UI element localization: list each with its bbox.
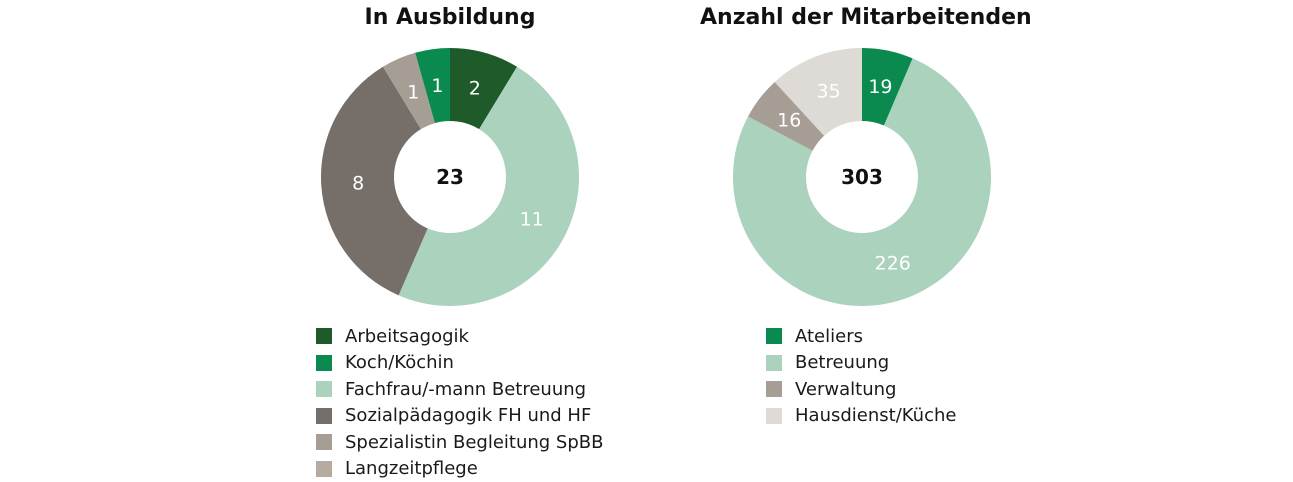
legend-item: Koch/Köchin <box>316 350 603 377</box>
slice-value-label: 226 <box>875 253 911 275</box>
chart-title: In Ausbildung <box>364 5 536 30</box>
donut-slice <box>774 47 862 136</box>
slice-value-label: 19 <box>868 76 892 98</box>
legend-item: Sozialpädagogik FH und HF <box>316 403 603 430</box>
legend-swatch <box>316 381 332 398</box>
legend-label: Fachfrau/-mann Betreuung <box>345 378 587 400</box>
donut-chart: 2 11 8 1 1 23 <box>321 48 579 306</box>
legend-item: Ateliers <box>766 323 956 350</box>
slice-value-label: 35 <box>817 80 841 102</box>
donut-chart: 19 226 16 35 303 <box>733 47 991 306</box>
legend-swatch <box>316 407 332 424</box>
legend-item: Spezialistin Begleitung SpBB <box>316 429 603 456</box>
legend-item: Verwaltung <box>766 376 956 403</box>
donut-slice <box>733 58 991 306</box>
legend-swatch <box>316 328 332 345</box>
legend-item: Arbeitsagogik <box>316 323 603 350</box>
legend-label: Ateliers <box>795 325 863 347</box>
slice-value-label: 1 <box>407 82 419 104</box>
donut-slice <box>450 48 518 130</box>
donut-slice <box>382 52 435 130</box>
slice-value-label: 11 <box>520 208 544 230</box>
legend-label: Koch/Köchin <box>345 352 454 374</box>
legend-item: Hausdienst/Küche <box>766 403 956 430</box>
donut-slice <box>748 81 825 151</box>
legend-label: Sozialpädagogik FH und HF <box>345 405 592 427</box>
chart-legend: Ateliers Betreuung Verwaltung Hausdienst/Kü… <box>766 323 956 429</box>
legend-swatch <box>766 381 782 398</box>
legend-swatch <box>316 460 332 477</box>
legend-swatch <box>316 434 332 451</box>
center-total-label: 23 <box>436 165 464 189</box>
chart-legend: Arbeitsagogik Koch/Köchin Fachfrau/-mann B… <box>316 323 603 482</box>
donut-slice <box>862 48 913 126</box>
donut-slice <box>415 48 450 124</box>
donut-slice <box>321 66 428 296</box>
legend-label: Spezialistin Begleitung SpBB <box>345 431 604 453</box>
legend-item: Fachfrau/-mann Betreuung <box>316 376 603 403</box>
legend-label: Arbeitsagogik <box>345 325 469 347</box>
legend-item: Langzeitpflege <box>316 456 603 482</box>
legend-swatch <box>766 328 782 345</box>
legend-item: Betreuung <box>766 350 956 377</box>
legend-swatch <box>316 354 332 371</box>
legend-swatch <box>766 407 782 424</box>
donut-slice <box>398 66 579 306</box>
center-total-label: 303 <box>841 165 883 189</box>
legend-label: Betreuung <box>795 352 890 374</box>
legend-label: Langzeitpflege <box>345 458 478 480</box>
slice-value-label: 2 <box>469 77 481 99</box>
slice-value-label: 1 <box>431 75 443 97</box>
legend-label: Verwaltung <box>795 378 897 400</box>
slice-value-label: 8 <box>352 172 364 194</box>
slice-value-label: 16 <box>777 110 801 132</box>
legend-label: Hausdienst/Küche <box>795 405 957 427</box>
legend-swatch <box>766 354 782 371</box>
chart-title: Anzahl der Mitarbeitenden <box>700 5 1032 30</box>
